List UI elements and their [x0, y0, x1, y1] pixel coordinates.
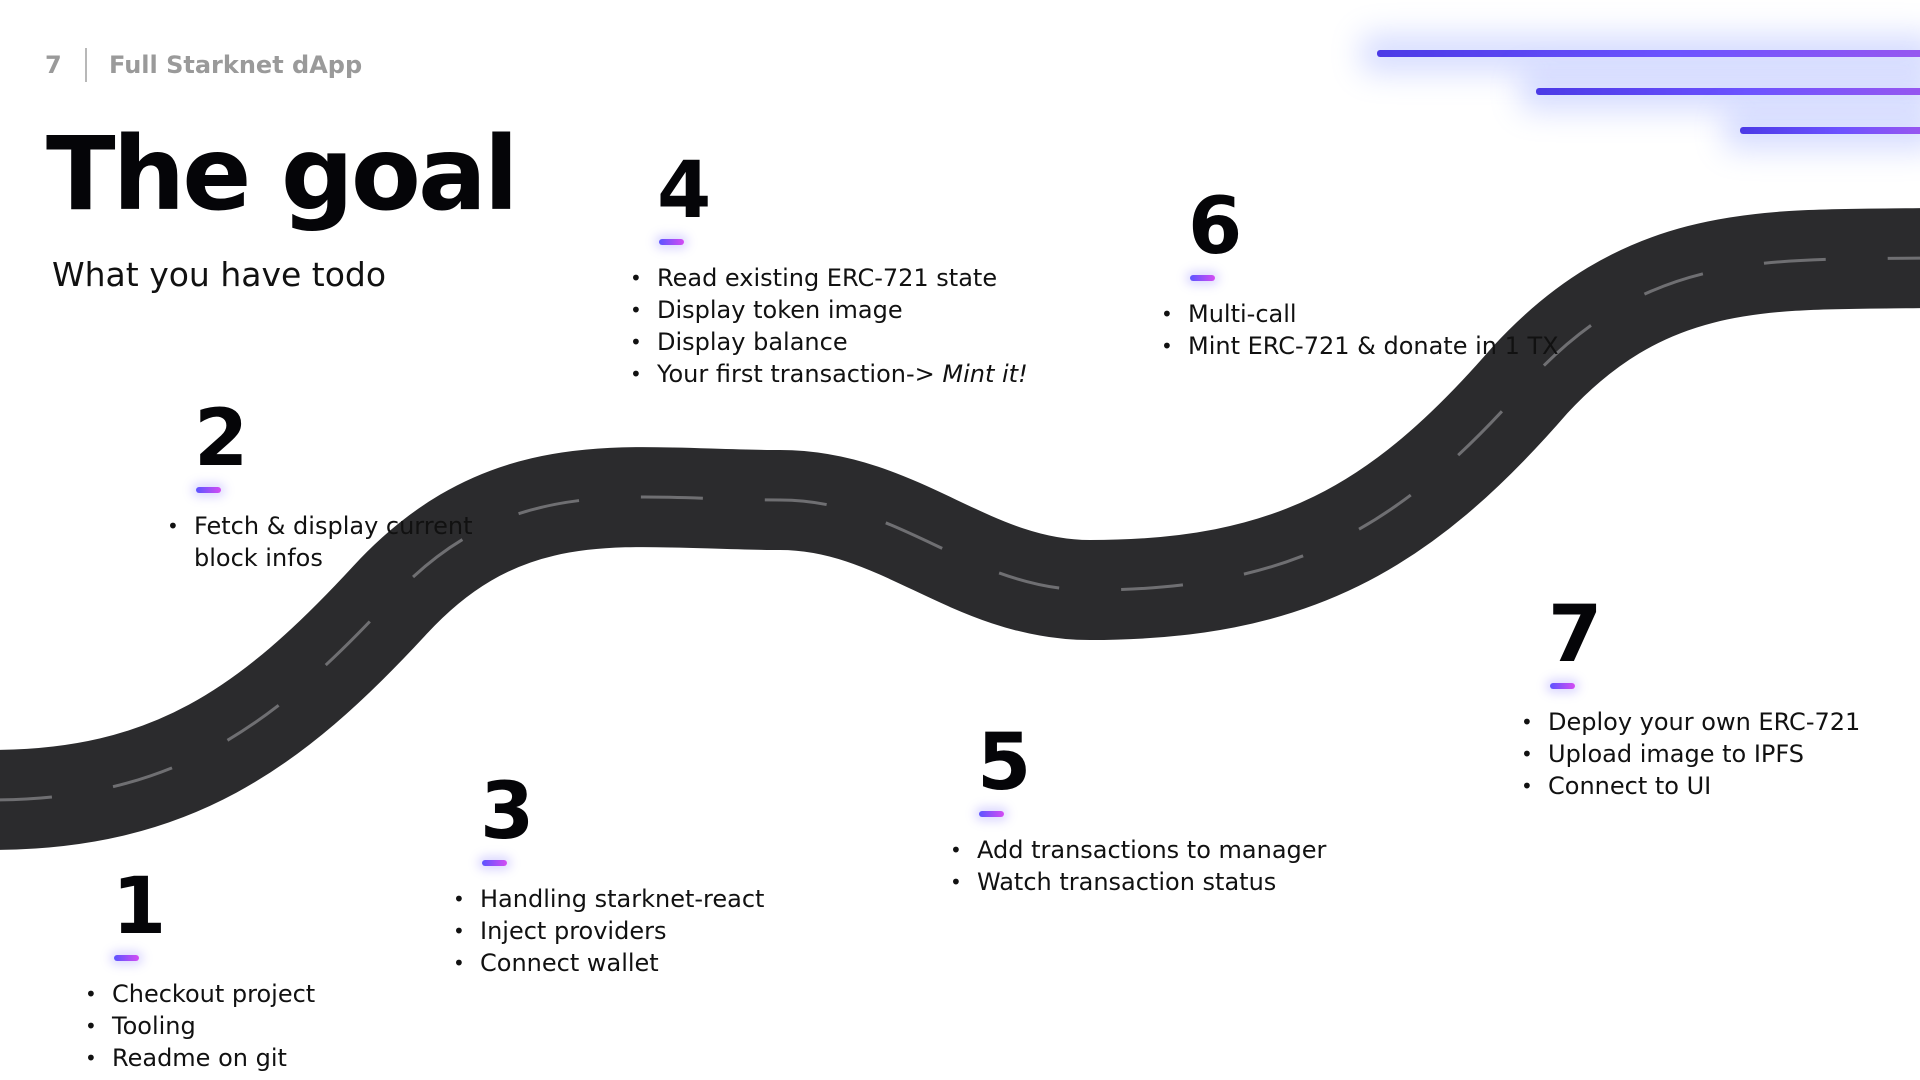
step-number: 6 — [1188, 182, 1243, 272]
list-item: Readme on git — [85, 1042, 315, 1074]
page-title: The goal — [46, 115, 519, 234]
list-item: Inject providers — [453, 915, 764, 947]
list-item: Fetch & display current block infos — [167, 510, 494, 574]
mint-it-emphasis: Mint it! — [942, 360, 1028, 388]
step-list: Checkout project Tooling Readme on git — [85, 978, 315, 1074]
accent-dash — [1190, 275, 1215, 281]
accent-dash — [196, 487, 221, 493]
step-list: Fetch & display current block infos — [167, 510, 494, 574]
accent-dash — [1550, 683, 1575, 689]
list-item: Deploy your own ERC-721 — [1521, 706, 1860, 738]
decor-line-top — [1377, 50, 1920, 57]
step-number: 4 — [657, 146, 712, 236]
list-item: Display balance — [630, 326, 1028, 358]
list-item: Checkout project — [85, 978, 315, 1010]
decor-line-bottom — [1740, 127, 1920, 134]
list-item: Mint ERC-721 & donate in 1 TX — [1161, 330, 1559, 362]
road-lane-markings — [0, 256, 1920, 802]
header-divider — [85, 48, 87, 82]
accent-dash — [482, 860, 507, 866]
step-list: Multi-call Mint ERC-721 & donate in 1 TX — [1161, 298, 1559, 362]
list-item: Add transactions to manager — [950, 834, 1326, 866]
step-number: 7 — [1548, 590, 1603, 680]
list-item: Tooling — [85, 1010, 315, 1042]
list-item: Your first transaction-> Mint it! — [630, 358, 1028, 390]
list-item: Watch transaction status — [950, 866, 1326, 898]
section-title: Full Starknet dApp — [109, 51, 363, 79]
step-list: Deploy your own ERC-721 Upload image to … — [1521, 706, 1860, 802]
list-item-text: Your first transaction-> — [657, 360, 943, 388]
slide-header: 7 Full Starknet dApp — [45, 48, 362, 82]
list-item: Multi-call — [1161, 298, 1559, 330]
step-number: 2 — [194, 394, 249, 484]
list-item: Display token image — [630, 294, 1028, 326]
step-list: Handling starknet-react Inject providers… — [453, 883, 764, 979]
step-number: 5 — [977, 718, 1032, 808]
page-subtitle: What you have todo — [52, 255, 387, 294]
list-item: Handling starknet-react — [453, 883, 764, 915]
page-number: 7 — [45, 51, 62, 79]
step-list: Read existing ERC-721 state Display toke… — [630, 262, 1028, 390]
accent-dash — [659, 239, 684, 245]
list-item: Connect to UI — [1521, 770, 1860, 802]
step-number: 3 — [480, 767, 535, 857]
accent-dash — [979, 811, 1004, 817]
list-item: Read existing ERC-721 state — [630, 262, 1028, 294]
list-item: Upload image to IPFS — [1521, 738, 1860, 770]
decor-line-middle — [1536, 88, 1920, 95]
step-number: 1 — [112, 862, 167, 952]
accent-dash — [114, 955, 139, 961]
list-item: Connect wallet — [453, 947, 764, 979]
step-list: Add transactions to manager Watch transa… — [950, 834, 1326, 898]
